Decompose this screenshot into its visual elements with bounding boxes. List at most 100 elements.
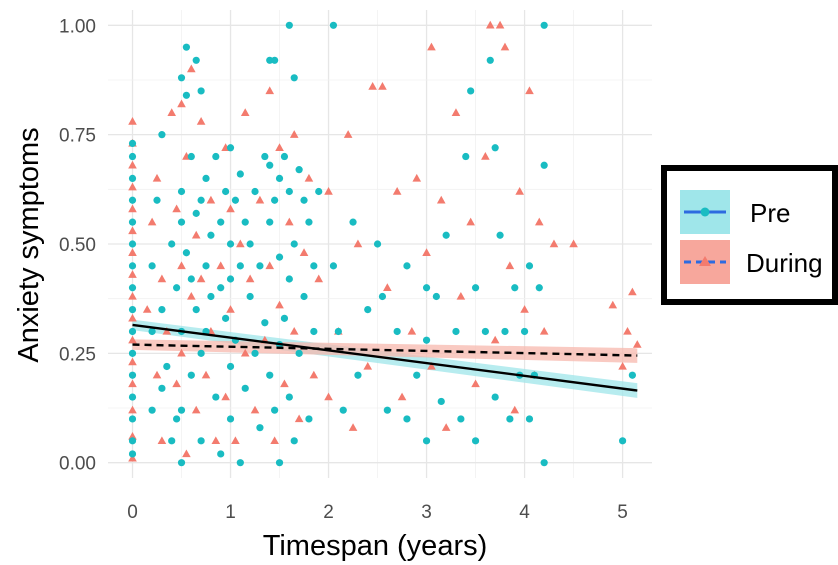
point-during <box>265 261 275 270</box>
trend-line-during <box>132 343 638 357</box>
point-pre <box>339 406 347 414</box>
point-during <box>191 405 201 414</box>
point-pre <box>192 209 200 217</box>
point-during <box>309 370 319 379</box>
point-during <box>343 130 353 138</box>
point-during <box>206 195 216 204</box>
point-pre <box>226 275 235 283</box>
point-pre <box>285 275 293 283</box>
point-during <box>187 64 196 73</box>
point-pre <box>202 174 210 182</box>
x-axis-label: Timespan (years) <box>263 530 488 562</box>
point-during <box>392 187 402 195</box>
point-pre <box>266 371 274 379</box>
point-pre <box>173 284 181 292</box>
point-pre <box>212 393 220 401</box>
point-pre <box>226 362 235 371</box>
point-pre <box>128 349 137 357</box>
point-pre <box>236 459 244 467</box>
point-pre <box>285 21 293 29</box>
point-during <box>618 361 627 370</box>
x-tick-label: 2 <box>323 502 334 523</box>
point-during <box>142 305 152 313</box>
point-pre <box>128 371 137 379</box>
point-pre <box>251 187 259 196</box>
point-during <box>378 82 387 90</box>
point-pre <box>148 262 156 270</box>
point-during <box>240 108 250 116</box>
point-pre <box>212 152 220 161</box>
point-pre <box>540 459 548 467</box>
point-pre <box>290 240 298 248</box>
point-during <box>128 248 137 256</box>
point-pre <box>462 152 470 161</box>
legend-label-during: During <box>746 248 823 278</box>
point-during <box>304 173 314 182</box>
point-during <box>128 117 137 125</box>
point-pre <box>315 187 323 196</box>
point-pre <box>295 166 303 174</box>
point-pre <box>535 284 543 292</box>
point-pre <box>329 21 338 29</box>
point-pre <box>300 292 308 301</box>
point-pre <box>187 371 195 379</box>
point-pre <box>300 196 308 204</box>
y-tick-label: 0.25 <box>59 344 96 365</box>
point-during <box>245 274 255 283</box>
point-pre <box>486 56 494 64</box>
trend-line-pre <box>132 323 638 392</box>
legend-marker-during <box>699 256 711 266</box>
point-during <box>255 195 265 204</box>
point-during <box>623 326 632 335</box>
point-during <box>128 204 137 213</box>
trend-lines <box>132 323 638 392</box>
point-pre <box>128 196 137 204</box>
point-pre <box>334 327 342 336</box>
point-pre <box>241 218 249 226</box>
point-during <box>128 431 137 440</box>
point-pre <box>280 314 289 322</box>
point-pre <box>197 87 205 95</box>
point-pre <box>148 327 156 336</box>
point-pre <box>128 450 137 458</box>
point-pre <box>618 437 627 445</box>
x-tick-label: 4 <box>519 502 530 523</box>
point-pre <box>226 240 235 248</box>
point-during <box>216 261 226 270</box>
point-pre <box>182 249 191 257</box>
point-during <box>128 226 137 235</box>
legend-item-during: During <box>680 240 823 284</box>
point-during <box>128 453 137 462</box>
point-pre <box>128 284 137 292</box>
point-during <box>152 370 162 379</box>
point-during <box>128 291 137 300</box>
point-pre <box>128 306 137 314</box>
point-pre <box>158 384 166 392</box>
y-axis-label: Anxiety symptoms <box>13 127 45 362</box>
point-pre <box>207 231 215 239</box>
point-pre <box>295 349 303 357</box>
point-pre <box>246 292 254 301</box>
point-during <box>289 130 299 138</box>
point-pre <box>452 327 460 336</box>
point-pre <box>275 459 284 467</box>
point-during <box>515 187 524 195</box>
point-pre <box>271 196 279 204</box>
y-tick-label: 0.50 <box>59 235 96 256</box>
point-during <box>152 173 162 182</box>
point-during <box>231 436 240 445</box>
point-during <box>520 305 529 313</box>
point-pre <box>128 174 137 182</box>
point-during <box>128 313 137 322</box>
point-during <box>275 300 284 309</box>
point-pre <box>158 306 166 314</box>
point-during <box>128 270 137 278</box>
point-pre <box>275 174 284 182</box>
point-during <box>221 392 230 401</box>
point-pre <box>197 437 205 445</box>
y-tick-label: 1.00 <box>59 16 96 37</box>
point-during <box>275 143 284 151</box>
point-pre <box>246 240 254 248</box>
point-during <box>128 182 137 191</box>
